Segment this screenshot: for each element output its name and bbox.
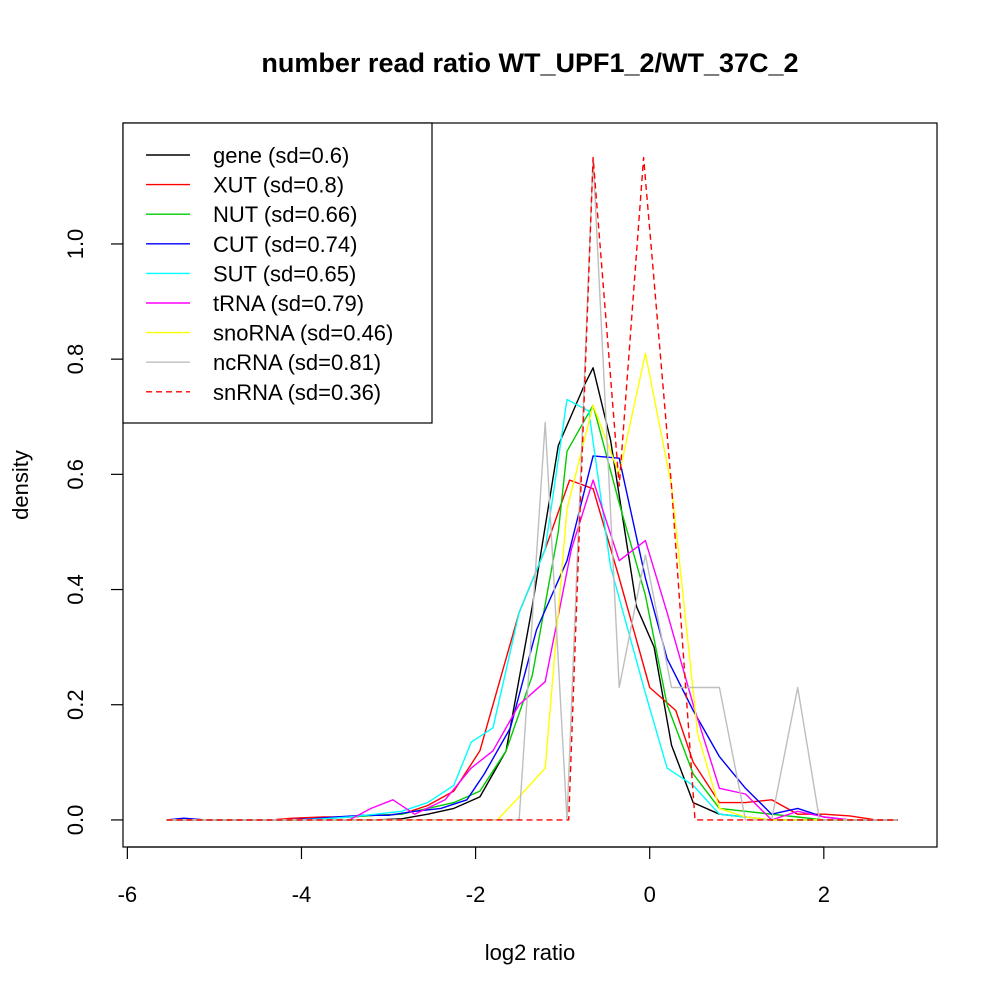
x-tick-label: -2 xyxy=(466,882,486,907)
x-tick-label: -4 xyxy=(292,882,312,907)
x-axis-label: log2 ratio xyxy=(485,940,576,965)
x-tick-label: 2 xyxy=(818,882,830,907)
legend-label: tRNA (sd=0.79) xyxy=(213,291,364,316)
series-line-cut xyxy=(166,455,898,821)
legend-label: snRNA (sd=0.36) xyxy=(213,380,381,405)
x-tick-label: -6 xyxy=(118,882,138,907)
chart-title: number read ratio WT_UPF1_2/WT_37C_2 xyxy=(261,48,798,78)
legend: gene (sd=0.6) XUT (sd=0.8) NUT (sd=0.66) CU… xyxy=(122,122,433,424)
y-axis: 0.0 0.2 0.4 0.6 0.8 1.0 xyxy=(63,229,123,835)
legend-label: ncRNA (sd=0.81) xyxy=(213,350,381,375)
x-axis: -6 -4 -2 0 2 xyxy=(118,846,830,907)
plot-lines xyxy=(166,156,898,821)
series-line-snorna xyxy=(166,352,898,821)
series-line-xut xyxy=(166,479,898,821)
series-line-gene xyxy=(166,367,898,821)
y-tick-label: 0.6 xyxy=(63,459,88,490)
legend-label: NUT (sd=0.66) xyxy=(213,202,357,227)
y-tick-label: 1.0 xyxy=(63,229,88,260)
legend-label: XUT (sd=0.8) xyxy=(213,173,344,198)
x-tick-label: 0 xyxy=(644,882,656,907)
y-tick-label: 0.2 xyxy=(63,689,88,720)
legend-label: gene (sd=0.6) xyxy=(213,143,349,168)
legend-label: CUT (sd=0.74) xyxy=(213,232,357,257)
series-line-trna xyxy=(166,479,898,821)
legend-label: snoRNA (sd=0.46) xyxy=(213,321,393,346)
y-tick-label: 0.8 xyxy=(63,344,88,375)
y-axis-label: density xyxy=(8,450,33,520)
y-tick-label: 0.0 xyxy=(63,805,88,836)
series-line-ncrna xyxy=(166,156,898,821)
y-tick-label: 0.4 xyxy=(63,574,88,605)
legend-label: SUT (sd=0.65) xyxy=(213,261,356,286)
series-line-snrna xyxy=(166,156,898,821)
